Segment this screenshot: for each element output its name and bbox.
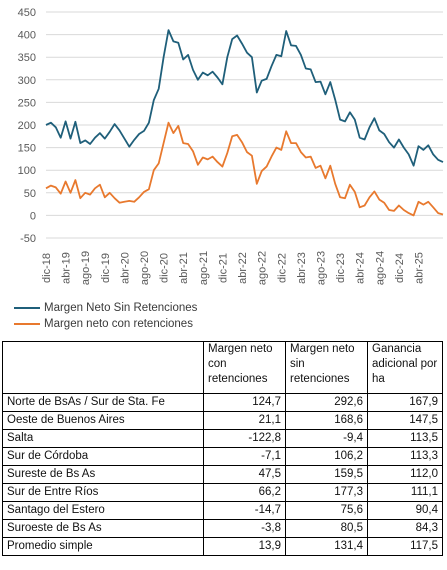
y-tick-label: 50 <box>24 188 36 200</box>
table-header-row: Margen neto con retenciones Margen neto … <box>2 341 443 394</box>
y-tick-label: 200 <box>18 120 36 132</box>
y-tick-label: 0 <box>30 210 36 222</box>
table-cell-value: 80,5 <box>285 519 368 538</box>
table-header-sin: Margen neto sin retenciones <box>285 341 368 394</box>
series-line-sin-retenciones <box>45 29 444 167</box>
table-row: Sur de Entre Ríos 66,2 177,3 111,1 <box>2 483 443 502</box>
x-tick-label: dic-21 <box>217 253 229 283</box>
table-cell-value: 13,9 <box>203 537 286 556</box>
x-tick-label: ago-24 <box>374 251 386 285</box>
table-cell-region: Sur de Entre Ríos <box>2 483 204 502</box>
table-cell-region: Oeste de Buenos Aires <box>2 411 204 430</box>
x-tick-label: ago-19 <box>80 251 92 285</box>
table-cell-value: 159,5 <box>285 465 368 484</box>
legend-item-con: Margen neto con retenciones <box>14 316 197 332</box>
x-tick-label: abr-25 <box>413 252 425 284</box>
table-cell-value: 292,6 <box>285 393 368 412</box>
x-tick-label: abr-23 <box>296 252 308 284</box>
table-cell-value: 47,5 <box>203 465 286 484</box>
chart-series <box>45 29 444 217</box>
table-header-region <box>2 341 204 394</box>
table-row: Sureste de Bs As 47,5 159,5 112,0 <box>2 465 443 484</box>
table-cell-value: 75,6 <box>285 501 368 520</box>
table-cell-value: -9,4 <box>285 429 368 448</box>
table-cell-value: 117,5 <box>367 537 443 556</box>
y-tick-label: 100 <box>18 165 36 177</box>
y-tick-label: 400 <box>18 30 36 42</box>
x-tick-label: ago-23 <box>315 251 327 285</box>
table-cell-region: Salta <box>2 429 204 448</box>
table-row: Oeste de Buenos Aires 21,1 168,6 147,5 <box>2 411 443 430</box>
table-cell-value: 124,7 <box>203 393 286 412</box>
legend-label-sin: Margen Neto Sin Retenciones <box>44 302 198 314</box>
table-cell-value: 113,3 <box>367 447 443 466</box>
y-axis-tick-labels: -50 0 50 100 150 200 250 300 350 400 450 <box>18 7 36 245</box>
table-cell-value: -122,8 <box>203 429 286 448</box>
table-cell-value: 111,1 <box>367 483 443 502</box>
table-header-ganancia: Ganancia adicional por ha <box>367 341 443 394</box>
table-cell-value: 66,2 <box>203 483 286 502</box>
table-cell-value: 84,3 <box>367 519 443 538</box>
x-tick-label: dic-19 <box>100 253 112 283</box>
table-cell-value: 113,5 <box>367 429 443 448</box>
table-cell-region: Promedio simple <box>2 537 204 556</box>
x-tick-label: dic-23 <box>335 253 347 283</box>
table-cell-value: 147,5 <box>367 411 443 430</box>
table-cell-value: 112,0 <box>367 465 443 484</box>
x-tick-label: dic-18 <box>41 253 53 283</box>
table-row: Promedio simple 13,9 131,4 117,5 <box>2 537 443 556</box>
chart-gridlines <box>46 11 443 239</box>
table-cell-value: 106,2 <box>285 447 368 466</box>
chart-legend: Margen Neto Sin Retenciones Margen neto … <box>14 300 197 332</box>
table-cell-value: -7,1 <box>203 447 286 466</box>
y-tick-label: 250 <box>18 97 36 109</box>
table-cell-region: Sureste de Bs As <box>2 465 204 484</box>
legend-swatch-sin <box>14 307 40 309</box>
x-tick-label: abr-22 <box>237 252 249 284</box>
table-cell-region: Suroeste de Bs As <box>2 519 204 538</box>
table-cell-value: -14,7 <box>203 501 286 520</box>
x-tick-label: ago-21 <box>198 251 210 285</box>
x-tick-label: abr-20 <box>119 252 131 284</box>
table-cell-region: Norte de BsAs / Sur de Sta. Fe <box>2 393 204 412</box>
x-tick-label: dic-20 <box>159 253 171 283</box>
x-tick-label: abr-21 <box>178 252 190 284</box>
table-cell-value: 21,1 <box>203 411 286 430</box>
table-row: Sur de Córdoba -7,1 106,2 113,3 <box>2 447 443 466</box>
table-cell-value: -3,8 <box>203 519 286 538</box>
table-body: Norte de BsAs / Sur de Sta. Fe 124,7 292,6… <box>2 393 443 556</box>
x-tick-label: abr-24 <box>355 252 367 284</box>
table-cell-value: 90,4 <box>367 501 443 520</box>
y-tick-label: 300 <box>18 75 36 87</box>
table-cell-value: 167,9 <box>367 393 443 412</box>
x-tick-label: dic-22 <box>276 253 288 283</box>
y-tick-label: 150 <box>18 143 36 155</box>
table-cell-region: Sur de Córdoba <box>2 447 204 466</box>
y-tick-label: -50 <box>20 233 36 245</box>
table-row: Santago del Estero -14,7 75,6 90,4 <box>2 501 443 520</box>
table-cell-value: 131,4 <box>285 537 368 556</box>
x-axis-tick-labels: dic-18 abr-19 ago-19 dic-19 abr-20 ago-20 dic-… <box>41 251 425 285</box>
table-cell-value: 177,3 <box>285 483 368 502</box>
y-tick-label: 350 <box>18 52 36 64</box>
x-tick-label: abr-19 <box>61 252 73 284</box>
legend-item-sin: Margen Neto Sin Retenciones <box>14 300 197 316</box>
x-tick-label: dic-24 <box>394 253 406 283</box>
y-tick-label: 450 <box>18 7 36 19</box>
margins-table: Margen neto con retenciones Margen neto … <box>2 341 443 556</box>
legend-swatch-con <box>14 323 40 325</box>
x-tick-label: ago-22 <box>257 251 269 285</box>
x-tick-label: ago-20 <box>139 251 151 285</box>
table-cell-value: 168,6 <box>285 411 368 430</box>
table-row: Salta -122,8 -9,4 113,5 <box>2 429 443 448</box>
table-header-con: Margen neto con retenciones <box>203 341 286 394</box>
table-row: Norte de BsAs / Sur de Sta. Fe 124,7 292,6… <box>2 393 443 412</box>
table-row: Suroeste de Bs As -3,8 80,5 84,3 <box>2 519 443 538</box>
table-cell-region: Santago del Estero <box>2 501 204 520</box>
line-chart: -50 0 50 100 150 200 250 300 350 400 450 dic-18 abr… <box>18 7 444 285</box>
legend-label-con: Margen neto con retenciones <box>44 318 193 330</box>
series-line-con-retenciones <box>45 121 444 217</box>
